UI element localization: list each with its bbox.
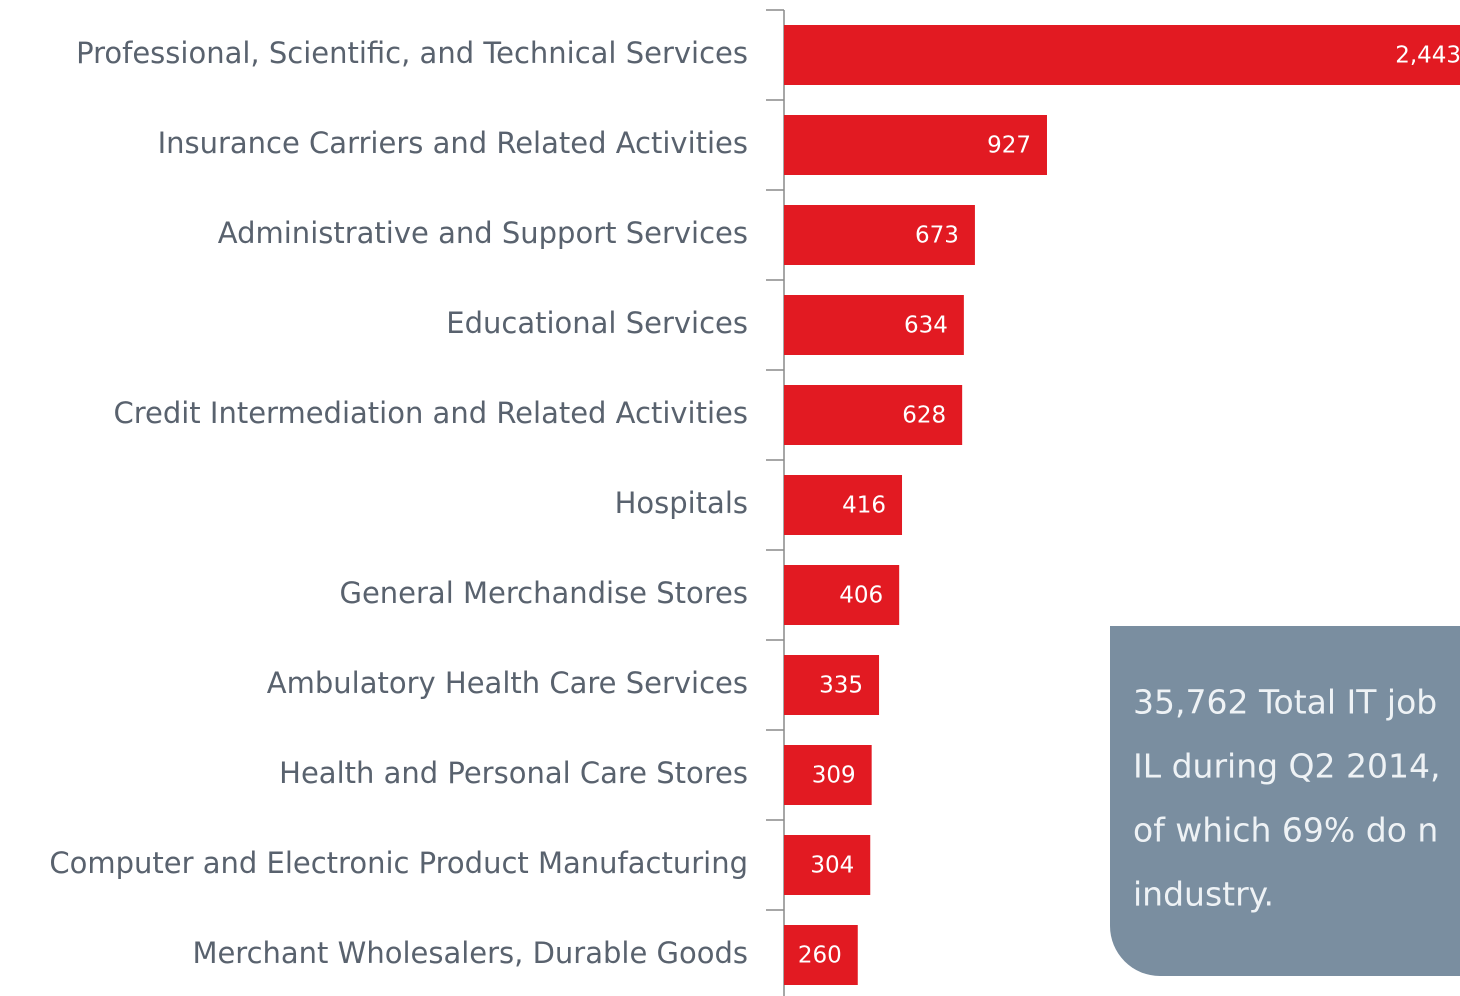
value-label: 628 bbox=[902, 403, 946, 429]
value-label: 335 bbox=[819, 673, 863, 699]
category-label: Hospitals bbox=[615, 486, 748, 520]
annotation-line: industry. bbox=[1133, 875, 1274, 914]
value-label: 309 bbox=[812, 763, 856, 789]
category-label: Merchant Wholesalers, Durable Goods bbox=[192, 936, 748, 970]
category-label: Health and Personal Care Stores bbox=[279, 756, 748, 790]
annotation-line: 35,762 Total IT job bbox=[1133, 683, 1437, 722]
value-label: 673 bbox=[915, 223, 959, 249]
category-label: Credit Intermediation and Related Activi… bbox=[113, 396, 748, 430]
category-label: Ambulatory Health Care Services bbox=[267, 666, 748, 700]
bar bbox=[784, 655, 880, 715]
bar bbox=[784, 835, 871, 895]
value-label: 406 bbox=[839, 583, 883, 609]
value-label: 260 bbox=[798, 943, 842, 969]
value-label: 416 bbox=[842, 493, 886, 519]
value-label: 304 bbox=[810, 853, 854, 879]
category-label: Professional, Scientific, and Technical … bbox=[76, 36, 748, 70]
category-label: Computer and Electronic Product Manufact… bbox=[49, 846, 748, 880]
bar bbox=[784, 925, 858, 985]
value-label: 634 bbox=[904, 313, 948, 339]
bar bbox=[784, 115, 1047, 175]
bar bbox=[784, 25, 1460, 85]
annotation-box bbox=[1110, 626, 1460, 976]
bar bbox=[784, 565, 900, 625]
annotation-line: IL during Q2 2014, bbox=[1133, 747, 1441, 786]
value-label: 927 bbox=[987, 133, 1031, 159]
category-label: Insurance Carriers and Related Activitie… bbox=[158, 126, 748, 160]
bar bbox=[784, 475, 903, 535]
bar bbox=[784, 745, 872, 805]
value-label: 2,443 bbox=[1395, 43, 1460, 69]
bar bbox=[784, 295, 964, 355]
category-label: Educational Services bbox=[446, 306, 748, 340]
annotation-line: of which 69% do n bbox=[1133, 811, 1438, 850]
bar bbox=[784, 205, 975, 265]
bar bbox=[784, 385, 963, 445]
category-label: Administrative and Support Services bbox=[218, 216, 748, 250]
category-label: General Merchandise Stores bbox=[339, 576, 748, 610]
